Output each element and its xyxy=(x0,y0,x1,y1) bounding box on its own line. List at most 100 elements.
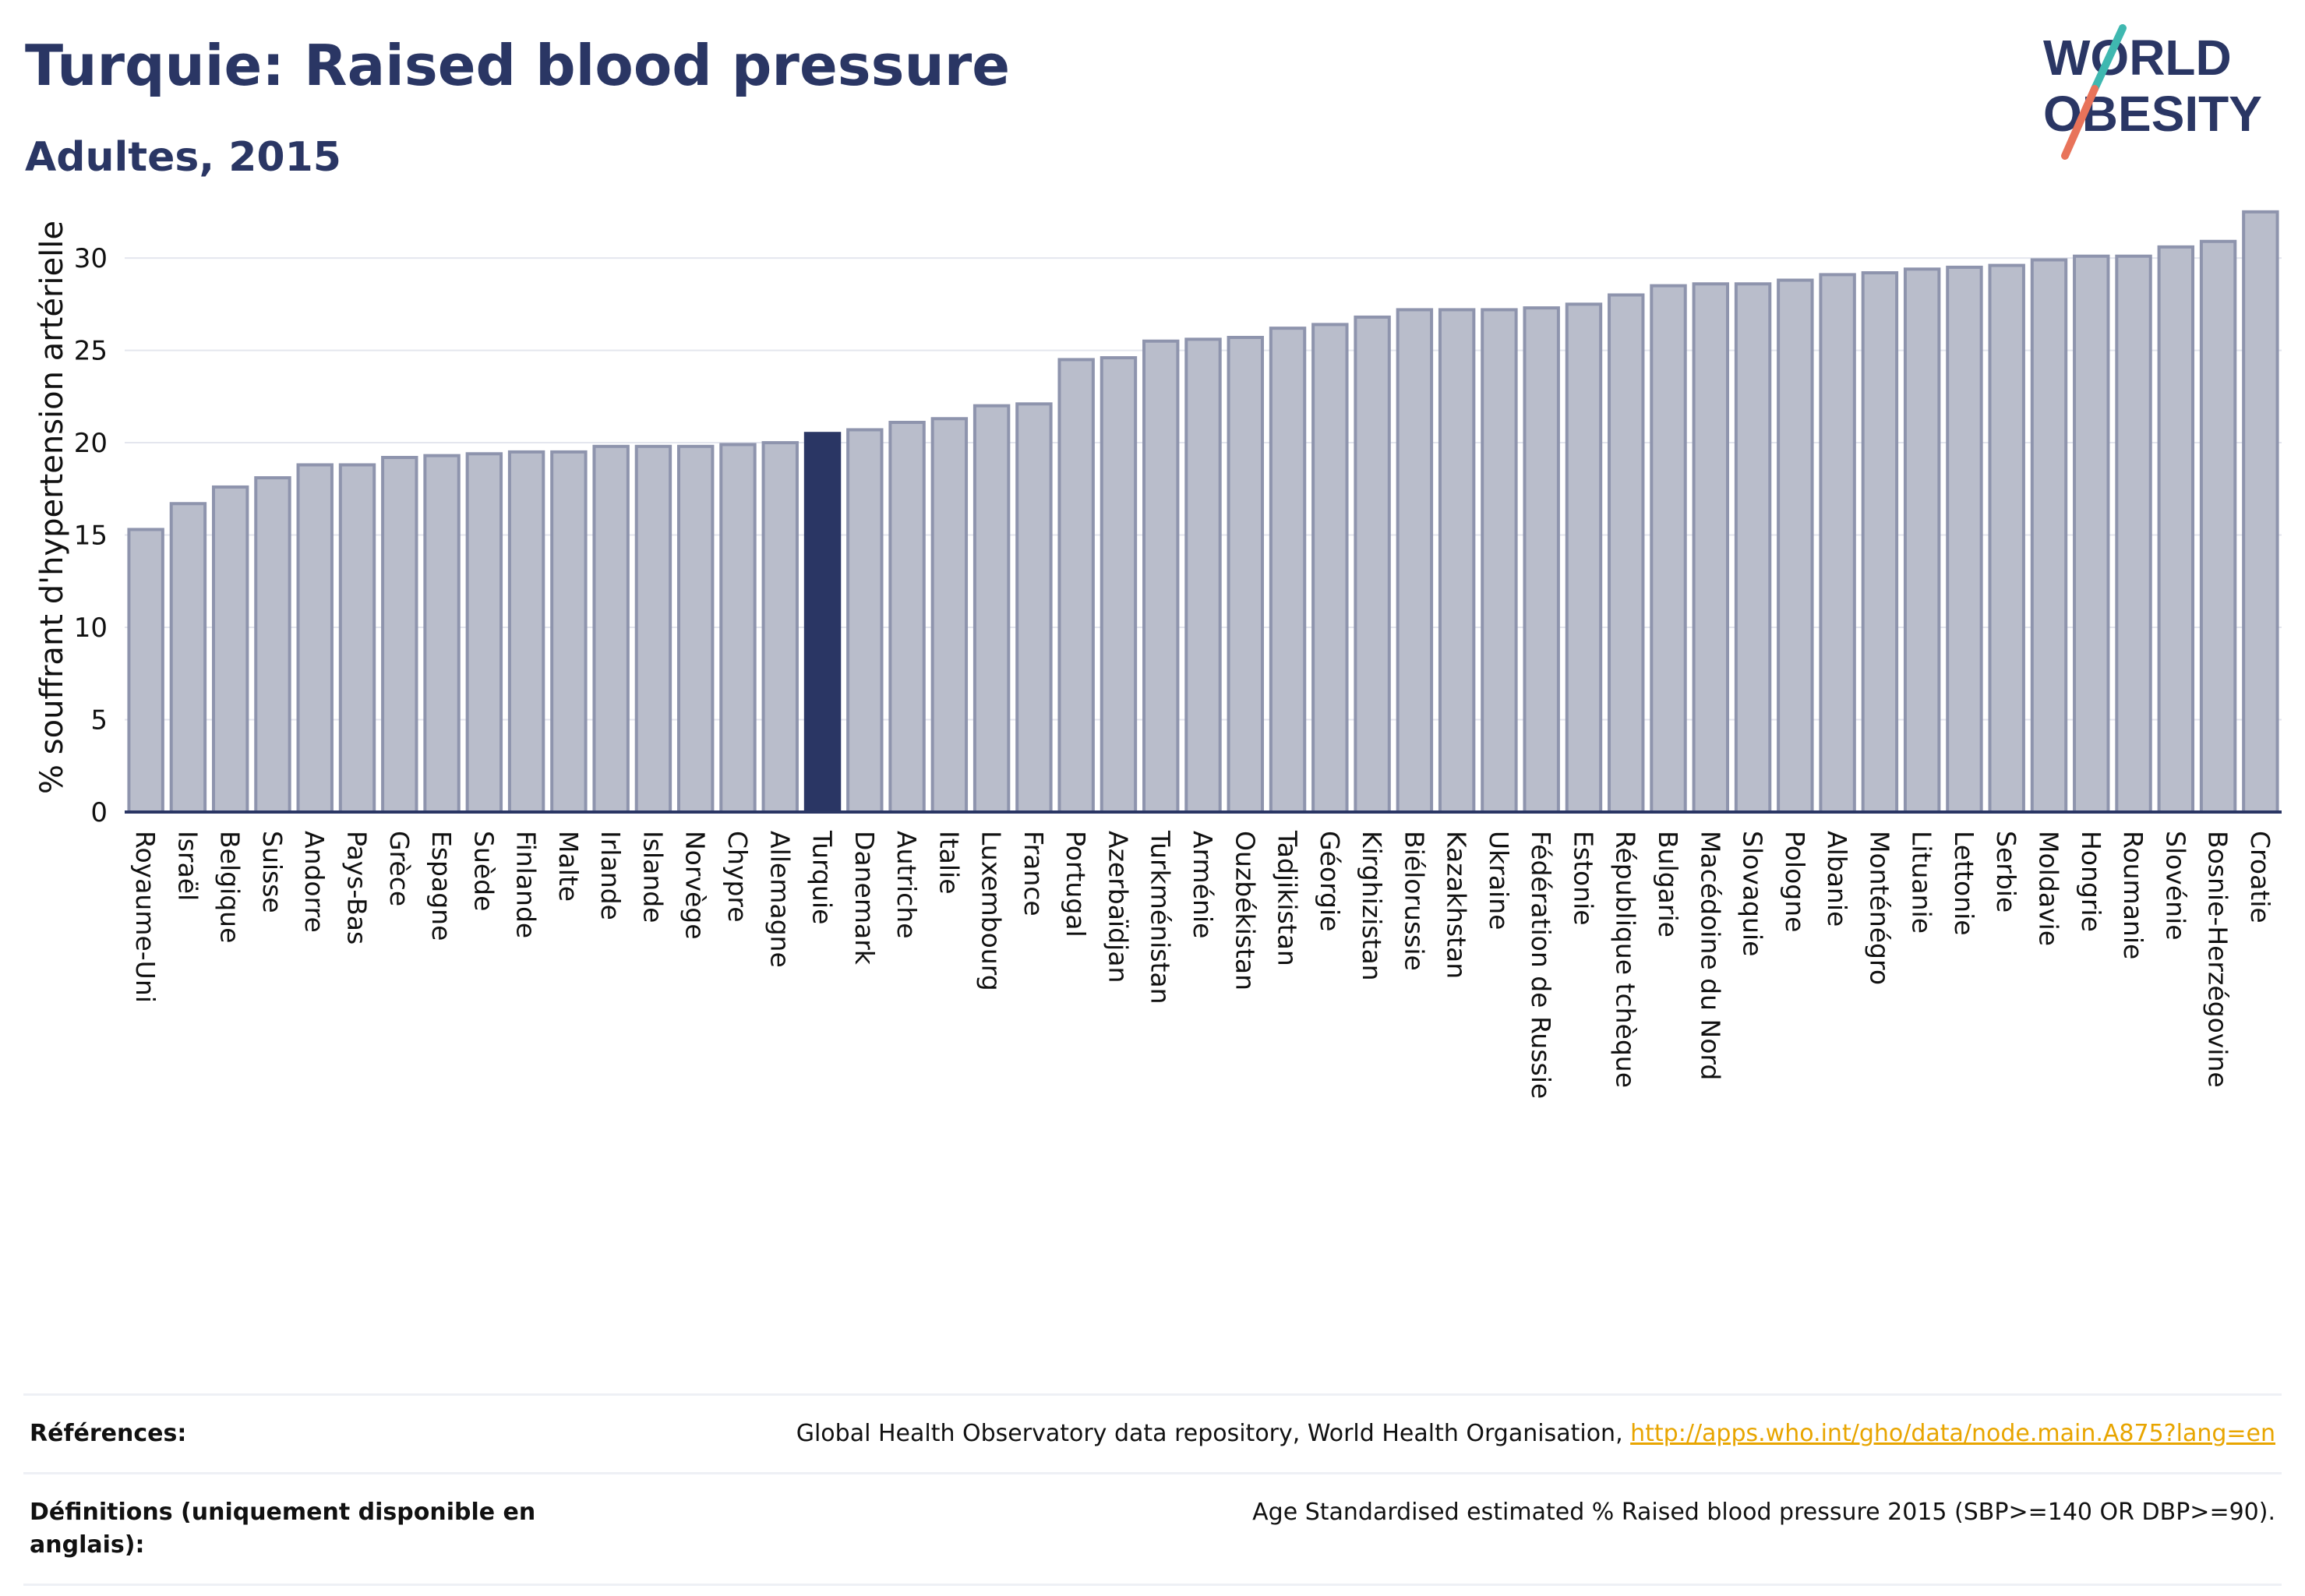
x-tick-label: Suisse xyxy=(257,831,288,913)
y-axis-ticks: 0 5 10 15 20 25 30 xyxy=(74,243,108,828)
x-tick-label: Suède xyxy=(468,831,499,911)
bar-Bulgarie xyxy=(1650,284,1687,814)
x-tick-label: Fédération de Russie xyxy=(1526,831,1556,1099)
x-axis-labels: Royaume-Uni Israël Belgique Suisse Andorre Pa… xyxy=(130,830,2275,1099)
bar-Allemagne xyxy=(761,441,799,814)
bar-Macédoine du Nord xyxy=(1692,282,1730,814)
x-tick-label: Lettonie xyxy=(1949,831,1979,936)
bar-Autriche xyxy=(888,420,926,814)
bar-Kirghizistan xyxy=(1354,315,1391,814)
x-tick-label: France xyxy=(1018,831,1049,916)
definitions-label: Définitions (uniquement disponible en an… xyxy=(30,1499,536,1559)
bar-Norvège xyxy=(676,444,715,814)
y-tick-label: 20 xyxy=(74,428,108,459)
x-tick-label: Belgique xyxy=(215,831,245,943)
x-tick-label: Azerbaïdjan xyxy=(1103,831,1133,983)
x-tick-label: Arménie xyxy=(1188,831,1218,938)
references-text: Global Health Observatory data repositor… xyxy=(796,1420,1631,1447)
bar-Grèce xyxy=(381,456,418,814)
x-tick-label: Kazakhstan xyxy=(1442,831,1472,979)
bar-République tchèque xyxy=(1608,293,1645,814)
x-tick-label: Géorgie xyxy=(1315,831,1345,931)
bar-Slovénie xyxy=(2157,245,2195,814)
x-tick-label: Chypre xyxy=(722,831,753,923)
bar-Azerbaïdjan xyxy=(1100,356,1138,814)
x-tick-label: Irlande xyxy=(595,831,626,920)
references-label: Références: xyxy=(30,1420,187,1447)
x-tick-label: Malte xyxy=(553,831,584,902)
page-subtitle: Adultes, 2015 xyxy=(25,134,341,181)
bar-Moldavie xyxy=(2030,258,2068,814)
bar-Lettonie xyxy=(1946,265,1983,814)
bar-Ukraine xyxy=(1481,308,1518,814)
bar-Arménie xyxy=(1184,337,1222,814)
x-tick-label: Monténégro xyxy=(1864,831,1894,985)
y-tick-label: 10 xyxy=(74,613,108,644)
x-tick-label: Andorre xyxy=(299,831,330,933)
x-tick-label: Espagne xyxy=(426,831,457,941)
bar-chart: 0 5 10 15 20 25 30 Royaume-Uni Israël Belgique Su… xyxy=(34,210,2282,1099)
page-title: Turquie: Raised blood pressure xyxy=(25,33,1011,98)
x-tick-label: Moldavie xyxy=(2033,831,2063,946)
x-tick-label: Kirghizistan xyxy=(1357,831,1387,981)
x-tick-label: Norvège xyxy=(680,831,711,940)
references-row: Références: Global Health Observatory da… xyxy=(23,1393,2282,1472)
footer: Références: Global Health Observatory da… xyxy=(23,1393,2282,1586)
bar-Tadjikistan xyxy=(1269,327,1307,814)
bar-Pays-Bas xyxy=(338,463,376,814)
bar-France xyxy=(1015,402,1053,814)
y-axis-title: % souffrant d'hypertension artérielle xyxy=(34,221,70,794)
bar-Kazakhstan xyxy=(1438,308,1476,814)
bar-Espagne xyxy=(423,454,461,814)
x-tick-label: Finlande xyxy=(511,831,542,938)
x-tick-label: Biélorussie xyxy=(1399,831,1429,971)
bar-Roumanie xyxy=(2115,254,2152,814)
bar-Luxembourg xyxy=(972,404,1011,814)
references-value: Global Health Observatory data repositor… xyxy=(796,1418,2275,1450)
logo-line1: WORLD xyxy=(2043,30,2232,86)
bar-Andorre xyxy=(296,463,334,814)
bar-Albanie xyxy=(1819,273,1856,814)
x-tick-label: Luxembourg xyxy=(976,831,1007,991)
x-tick-label: Croatie xyxy=(2245,831,2275,923)
bar-Ouzbékistan xyxy=(1227,335,1264,814)
bar-Suisse xyxy=(254,476,291,814)
x-tick-label: Ukraine xyxy=(1484,831,1514,930)
x-tick-label: Grèce xyxy=(384,831,415,906)
bar-Finlande xyxy=(507,450,545,814)
bar-Croatie xyxy=(2242,210,2279,814)
bar-Portugal xyxy=(1057,358,1095,814)
x-tick-label: Israël xyxy=(172,831,203,901)
references-link[interactable]: http://apps.who.int/gho/data/node.main.A… xyxy=(1630,1420,2275,1447)
x-tick-label: Slovaquie xyxy=(1738,831,1768,956)
x-tick-label: Serbie xyxy=(1991,831,2021,913)
x-tick-label: Lituanie xyxy=(1907,831,1937,934)
definitions-row: Définitions (uniquement disponible en an… xyxy=(23,1472,2282,1586)
bar-Chypre xyxy=(719,443,757,814)
x-tick-label: Ouzbékistan xyxy=(1230,831,1260,990)
x-tick-label: Italie xyxy=(934,831,964,895)
x-tick-label: Danemark xyxy=(849,831,880,966)
bar-Monténégro xyxy=(1861,271,1899,814)
bar-Bosnie-Herzégovine xyxy=(2199,239,2237,814)
bar-Belgique xyxy=(211,485,249,814)
bar-Slovaquie xyxy=(1734,282,1772,814)
y-tick-label: 0 xyxy=(90,797,108,828)
x-tick-label: Bulgarie xyxy=(1653,831,1683,937)
x-tick-label: Portugal xyxy=(1061,831,1091,937)
bar-Turkménistan xyxy=(1142,339,1180,814)
world-obesity-logo: WORLD OBESITY xyxy=(2043,24,2262,160)
y-tick-label: 5 xyxy=(90,705,108,736)
bar-Italie xyxy=(930,417,969,814)
x-tick-label: Allemagne xyxy=(764,831,795,968)
bar-Hongrie xyxy=(2073,254,2110,814)
x-tick-label: Hongrie xyxy=(2076,831,2106,932)
x-tick-label: Estonie xyxy=(1568,831,1598,926)
bar-Estonie xyxy=(1565,302,1603,814)
bar-Royaume-Uni xyxy=(127,528,164,814)
x-tick-label: Macédoine du Nord xyxy=(1695,831,1725,1080)
bar-Israël xyxy=(169,502,207,814)
logo-teal-stroke xyxy=(2091,24,2127,93)
x-tick-label: Roumanie xyxy=(2118,831,2148,959)
bar-Géorgie xyxy=(1311,323,1349,814)
